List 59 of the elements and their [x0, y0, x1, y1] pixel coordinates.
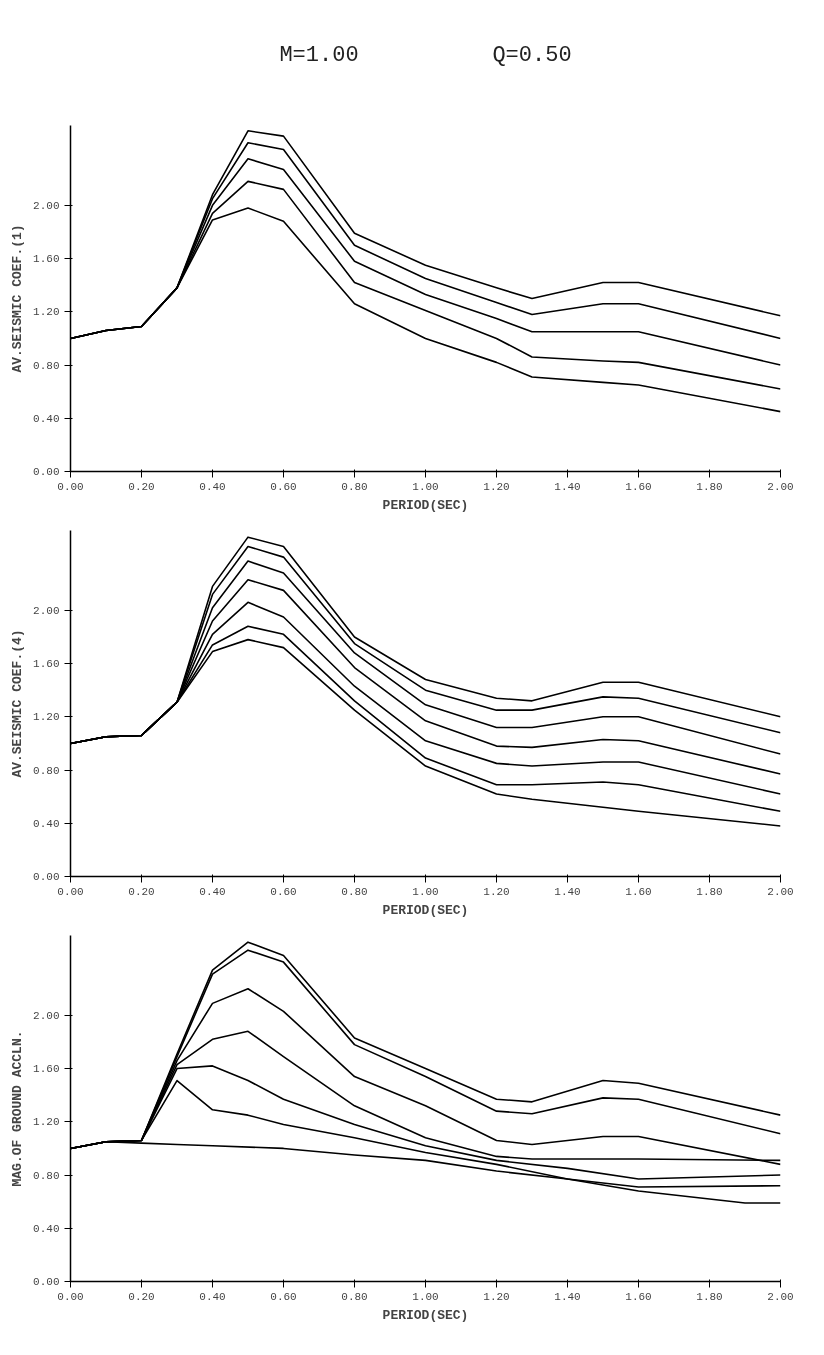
y-tick-label: 0.40	[33, 1222, 60, 1235]
x-tick-label: 0.00	[57, 480, 84, 493]
y-tick-label: 1.60	[33, 253, 60, 266]
y-tick-label: 0.40	[33, 412, 60, 425]
x-tick-label: 1.60	[625, 480, 652, 493]
x-tick-label: 1.00	[412, 480, 439, 493]
x-tick-label: 1.40	[554, 885, 581, 898]
x-tick-label: 0.60	[270, 1290, 297, 1303]
x-tick-label: 1.40	[554, 1290, 581, 1303]
x-tick-label: 2.00	[767, 480, 794, 493]
x-tick-label: 0.40	[199, 480, 226, 493]
x-tick-label: 1.00	[412, 885, 439, 898]
x-tick-label: 0.00	[57, 1290, 84, 1303]
y-axis-title: MAG.OF GROUND ACCLN.	[10, 1030, 26, 1187]
x-tick-label: 2.00	[767, 885, 794, 898]
x-tick-label: 0.40	[199, 885, 226, 898]
y-tick-label: 0.80	[33, 764, 60, 777]
x-axis-title: PERIOD(SEC)	[382, 1307, 469, 1323]
y-tick-label: 1.60	[33, 658, 60, 671]
y-tick-label: 0.80	[33, 1169, 60, 1182]
text: Q=0.50	[492, 43, 572, 68]
x-axis-title: PERIOD(SEC)	[382, 497, 469, 513]
x-tick-label: 1.20	[483, 480, 510, 493]
y-tick-label: 1.20	[33, 1116, 60, 1129]
y-tick-label: 0.00	[33, 1276, 60, 1288]
y-tick-label: 0.80	[33, 359, 60, 372]
x-tick-label: 1.20	[483, 885, 510, 898]
y-tick-label: 2.00	[33, 1009, 60, 1022]
x-tick-label: 0.80	[341, 885, 368, 898]
x-tick-label: 0.40	[199, 1290, 226, 1303]
y-tick-label: 0.40	[33, 817, 60, 830]
y-axis-title: AV.SEISMIC COEF.(1)	[10, 224, 26, 373]
x-axis-title: PERIOD(SEC)	[382, 902, 469, 918]
x-tick-label: 0.60	[270, 885, 297, 898]
y-axis-title: AV.SEISMIC COEF.(4)	[10, 629, 26, 778]
x-tick-label: 1.00	[412, 1290, 439, 1303]
x-tick-label: 2.00	[767, 1290, 794, 1303]
y-tick-label: 1.20	[33, 711, 60, 724]
x-tick-label: 0.80	[341, 1290, 368, 1303]
x-tick-label: 0.00	[57, 885, 84, 898]
text: M=1.00	[279, 43, 359, 68]
x-tick-label: 0.80	[341, 480, 368, 493]
y-tick-label: 0.00	[33, 466, 60, 478]
x-tick-label: 1.80	[696, 1290, 723, 1303]
y-tick-label: 2.00	[33, 604, 60, 617]
x-tick-label: 1.20	[483, 1290, 510, 1303]
y-tick-label: 1.60	[33, 1063, 60, 1076]
y-tick-label: 0.00	[33, 871, 60, 883]
x-tick-label: 1.60	[625, 1290, 652, 1303]
x-tick-label: 1.60	[625, 885, 652, 898]
x-tick-label: 0.20	[128, 1290, 155, 1303]
x-tick-label: 0.20	[128, 885, 155, 898]
x-tick-label: 1.80	[696, 885, 723, 898]
x-tick-label: 0.20	[128, 480, 155, 493]
x-tick-label: 1.80	[696, 480, 723, 493]
x-tick-label: 1.40	[554, 480, 581, 493]
y-tick-label: 1.20	[33, 306, 60, 319]
y-tick-label: 2.00	[33, 199, 60, 212]
x-tick-label: 0.60	[270, 480, 297, 493]
